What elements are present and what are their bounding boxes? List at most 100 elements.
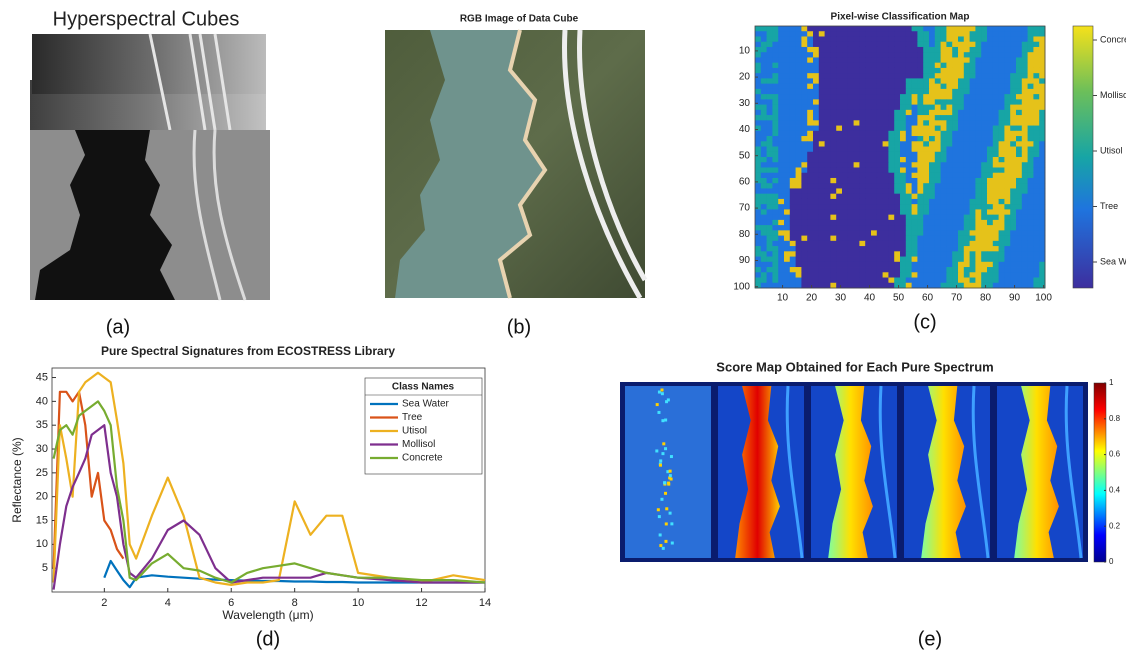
- map-cell: [772, 199, 778, 205]
- map-cell: [923, 42, 929, 48]
- map-cell: [859, 199, 865, 205]
- map-cell: [1016, 194, 1022, 200]
- map-cell: [801, 147, 807, 153]
- map-cell: [761, 47, 767, 53]
- map-cell: [970, 178, 976, 184]
- map-cell: [1016, 89, 1022, 95]
- map-cell: [1039, 73, 1045, 79]
- map-cell: [987, 278, 993, 284]
- map-cell: [975, 272, 981, 278]
- map-cell: [767, 278, 773, 284]
- map-cell: [871, 57, 877, 63]
- map-cell: [1039, 31, 1045, 37]
- map-cell: [999, 36, 1005, 42]
- map-cell: [772, 52, 778, 58]
- map-cell: [970, 162, 976, 168]
- speckle: [660, 388, 663, 391]
- map-cell: [1039, 42, 1045, 48]
- map-cell: [825, 215, 831, 221]
- map-cell: [1010, 157, 1016, 163]
- map-cell: [987, 47, 993, 53]
- map-cell: [900, 209, 906, 215]
- map-cell: [999, 183, 1005, 189]
- map-cell: [935, 47, 941, 53]
- map-cell: [778, 241, 784, 247]
- map-cell: [912, 204, 918, 210]
- map-cell: [952, 230, 958, 236]
- map-cell: [1022, 126, 1028, 132]
- map-cell: [796, 199, 802, 205]
- map-cell: [813, 278, 819, 284]
- map-cell: [848, 278, 854, 284]
- map-cell: [848, 283, 854, 289]
- map-cell: [958, 246, 964, 252]
- legend-label: Tree: [402, 412, 423, 423]
- map-cell: [871, 52, 877, 58]
- map-cell: [801, 262, 807, 268]
- map-cell: [801, 26, 807, 32]
- map-cell: [819, 141, 825, 147]
- map-cell: [912, 167, 918, 173]
- map-cell: [981, 94, 987, 100]
- map-cell: [917, 278, 923, 284]
- map-cell: [883, 178, 889, 184]
- map-cell: [790, 136, 796, 142]
- map-cell: [917, 241, 923, 247]
- map-cell: [958, 209, 964, 215]
- map-cell: [900, 204, 906, 210]
- map-cell: [970, 241, 976, 247]
- map-cell: [1004, 147, 1010, 153]
- map-cell: [917, 94, 923, 100]
- map-cell: [935, 78, 941, 84]
- map-cell: [1039, 136, 1045, 142]
- map-cell: [888, 215, 894, 221]
- map-cell: [865, 73, 871, 79]
- map-cell: [952, 183, 958, 189]
- map-cell: [952, 167, 958, 173]
- map-cell: [906, 257, 912, 263]
- map-cell: [1010, 78, 1016, 84]
- map-cell: [761, 162, 767, 168]
- map-cell: [888, 188, 894, 194]
- map-cell: [772, 57, 778, 63]
- map-cell: [1010, 131, 1016, 137]
- map-cell: [813, 57, 819, 63]
- map-cell: [767, 42, 773, 48]
- map-cell: [819, 94, 825, 100]
- map-cell: [801, 136, 807, 142]
- map-cell: [784, 68, 790, 74]
- map-cell: [796, 173, 802, 179]
- map-cell: [1022, 199, 1028, 205]
- map-cell: [865, 147, 871, 153]
- map-cell: [912, 173, 918, 179]
- map-cell: [975, 63, 981, 69]
- map-cell: [772, 131, 778, 137]
- map-cell: [865, 251, 871, 257]
- map-cell: [900, 57, 906, 63]
- map-cell: [941, 278, 947, 284]
- map-cell: [964, 183, 970, 189]
- map-cell: [767, 105, 773, 111]
- class-map: [755, 26, 1045, 288]
- map-cell: [755, 141, 761, 147]
- map-cell: [941, 99, 947, 105]
- map-cell: [807, 215, 813, 221]
- map-cell: [923, 251, 929, 257]
- map-cell: [1033, 183, 1039, 189]
- map-cell: [906, 89, 912, 95]
- map-cell: [999, 178, 1005, 184]
- map-cell: [929, 194, 935, 200]
- map-cell: [801, 105, 807, 111]
- map-cell: [929, 84, 935, 90]
- map-cell: [894, 147, 900, 153]
- map-cell: [900, 147, 906, 153]
- map-cell: [946, 162, 952, 168]
- map-cell: [964, 188, 970, 194]
- map-cell: [877, 272, 883, 278]
- map-cell: [987, 42, 993, 48]
- map-cell: [894, 94, 900, 100]
- map-cell: [970, 126, 976, 132]
- map-cell: [772, 157, 778, 163]
- map-cell: [865, 209, 871, 215]
- map-cell: [1028, 52, 1034, 58]
